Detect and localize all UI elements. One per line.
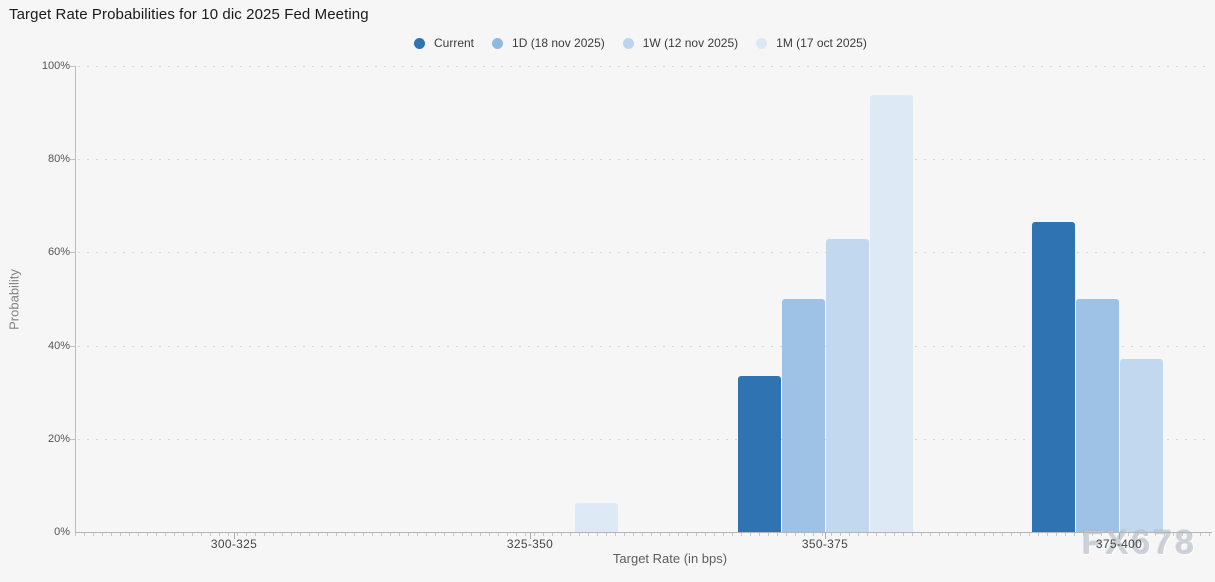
legend-item-label: 1D (18 nov 2025) xyxy=(512,36,605,50)
gridline-60% xyxy=(78,252,1212,253)
x-axis-line xyxy=(75,532,1212,533)
y-axis-tick xyxy=(70,439,75,440)
legend-item-label: Current xyxy=(434,36,475,50)
y-axis-tick xyxy=(70,346,75,347)
y-tick-label: 100% xyxy=(41,60,70,72)
gridline-40% xyxy=(78,346,1212,347)
bar-375-400-1W (12 nov 2025) xyxy=(1120,359,1163,532)
bar-375-400-1D (18 nov 2025) xyxy=(1076,299,1119,532)
gridline-100% xyxy=(78,66,1212,67)
x-axis-tick xyxy=(530,533,531,539)
legend-marker-icon xyxy=(492,37,504,49)
bar-325-350-1M (17 oct 2025) xyxy=(575,503,618,532)
x-axis-title: Target Rate (in bps) xyxy=(612,551,728,566)
y-tick-label: 40% xyxy=(47,340,70,352)
y-axis-line xyxy=(75,66,76,533)
legend-item-1m[interactable]: 1M (17 oct 2025) xyxy=(756,36,867,50)
x-tick-label: 375-400 xyxy=(1095,537,1143,551)
x-axis-tick xyxy=(1119,533,1120,539)
bar-350-375-Current xyxy=(738,376,781,532)
legend-item-1w[interactable]: 1W (12 nov 2025) xyxy=(622,36,739,50)
bar-350-375-1D (18 nov 2025) xyxy=(782,299,825,532)
legend-item-label: 1M (17 oct 2025) xyxy=(776,36,867,50)
y-axis-tick xyxy=(70,159,75,160)
y-tick-label: 60% xyxy=(47,246,70,258)
bar-350-375-1W (12 nov 2025) xyxy=(826,239,869,532)
gridline-20% xyxy=(78,439,1212,440)
x-tick-label: 350-375 xyxy=(801,537,849,551)
x-axis-tick xyxy=(825,533,826,539)
legend: Current 1D (18 nov 2025) 1W (12 nov 2025… xyxy=(414,36,867,50)
legend-marker-icon xyxy=(756,37,768,49)
legend-item-label: 1W (12 nov 2025) xyxy=(642,36,739,50)
y-tick-label: 80% xyxy=(47,153,70,165)
chart-title: Target Rate Probabilities for 10 dic 202… xyxy=(9,6,369,23)
bar-350-375-1M (17 oct 2025) xyxy=(870,95,913,532)
x-axis-tick xyxy=(234,533,235,539)
bar-375-400-Current xyxy=(1032,222,1075,532)
x-tick-label: 300-325 xyxy=(210,537,258,551)
legend-marker-icon xyxy=(622,37,634,49)
y-tick-label: 0% xyxy=(54,526,70,538)
legend-item-1d[interactable]: 1D (18 nov 2025) xyxy=(492,36,605,50)
legend-item-current[interactable]: Current xyxy=(414,36,474,50)
y-tick-label: 20% xyxy=(47,433,70,445)
x-tick-label: 325-350 xyxy=(506,537,554,551)
y-axis-tick xyxy=(70,66,75,67)
x-axis-minor-ticks xyxy=(75,533,1212,536)
legend-marker-icon xyxy=(414,37,425,49)
y-axis-tick xyxy=(70,252,75,253)
gridline-80% xyxy=(78,159,1212,160)
watermark: FX678 xyxy=(1082,524,1198,562)
